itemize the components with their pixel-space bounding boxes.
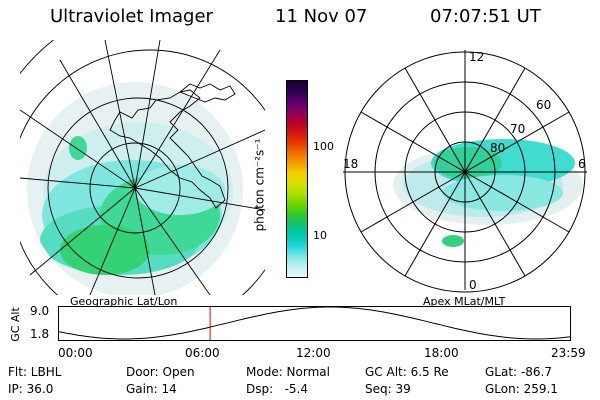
status-gain: Gain: 14 (126, 382, 177, 396)
x-tick-2359: 23:59 (551, 346, 586, 360)
status-mode: Mode: Normal (246, 365, 330, 379)
status-door: Door: Open (126, 365, 195, 379)
coastline (109, 89, 226, 209)
date-label: 11 Nov 07 (275, 6, 368, 27)
x-tick-0000: 00:00 (58, 346, 93, 360)
status-ip: IP: 36.0 (8, 382, 54, 396)
status-seq: Seq: 39 (365, 382, 411, 396)
colorbar (286, 80, 308, 278)
status-glat: GLat: -86.7 (485, 365, 552, 379)
mlt-label-12: 12 (469, 50, 484, 64)
status-glon: GLon: 259.1 (485, 382, 558, 396)
mlt-label-6: 6 (578, 157, 586, 171)
gc-alt-curve (58, 306, 571, 340)
mlt-label-18: 18 (343, 157, 358, 171)
island-outline (179, 83, 236, 103)
app-title: Ultraviolet Imager (50, 6, 213, 27)
lat-lon-grid (20, 40, 265, 295)
mlat-label-70: 70 (510, 122, 525, 136)
x-tick-0600: 06:00 (185, 346, 220, 360)
status-filter: Flt: LBHL (8, 365, 62, 379)
x-tick-1200: 12:00 (296, 346, 331, 360)
status-dsp: Dsp: -5.4 (246, 382, 309, 396)
aurora-spot-left (69, 136, 87, 160)
mlat-label-80: 80 (490, 141, 505, 155)
mlt-spokes (343, 50, 587, 290)
colorbar-tick-100: 100 (313, 140, 334, 153)
left-map-caption: Geographic Lat/Lon (70, 295, 178, 308)
x-tick-1800: 18:00 (424, 346, 459, 360)
gc-alt-ytick-min: 1.8 (30, 327, 50, 341)
apex-polar-map: 12 18 6 0 60 70 80 (343, 50, 587, 293)
colorbar-unit-label: photon cm⁻²s⁻¹ (252, 138, 267, 232)
gc-alt-ytick-max: 9.0 (30, 304, 50, 318)
right-map-caption: Apex MLat/MLT (423, 295, 506, 308)
time-label: 07:07:51 UT (430, 6, 541, 27)
colorbar-tick-10: 10 (313, 229, 327, 242)
mlat-label-60: 60 (536, 98, 551, 112)
gc-alt-plot (58, 306, 571, 341)
geographic-map (20, 40, 265, 295)
mlt-label-0: 0 (469, 278, 477, 292)
status-gc-alt: GC Alt: 6.5 Re (365, 365, 449, 379)
gc-alt-ylabel: GC Alt (8, 307, 22, 342)
aurora-emission-right (393, 139, 583, 247)
